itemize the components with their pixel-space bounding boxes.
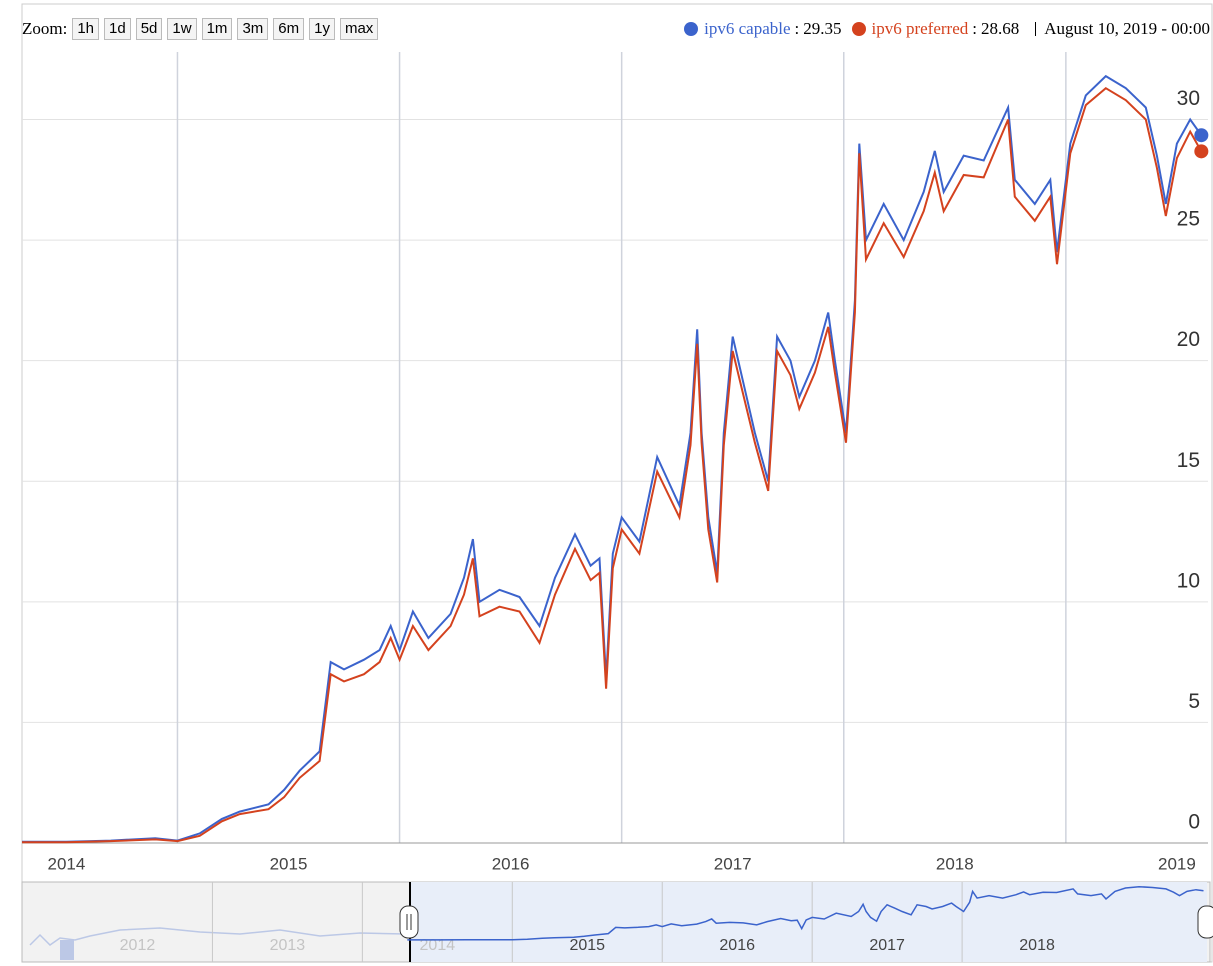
zoom-button[interactable]: max xyxy=(339,18,379,40)
navigator-label: 2018 xyxy=(1019,937,1055,954)
series-line xyxy=(22,74,1203,843)
navigator-label: 2016 xyxy=(719,937,755,954)
navigator-handle[interactable] xyxy=(1197,905,1213,939)
navigator-line xyxy=(407,885,1204,941)
y-tick-label: 10 xyxy=(1177,569,1200,592)
zoom-button[interactable]: 1w xyxy=(167,18,197,40)
current-date: August 10, 2019 - 00:00 xyxy=(1044,19,1210,38)
x-tick-label: 2017 xyxy=(714,854,752,873)
legend-value: 29.35 xyxy=(803,19,842,38)
legend-separator: : xyxy=(972,19,977,38)
zoom-button[interactable]: 1y xyxy=(309,18,335,40)
zoom-button[interactable]: 6m xyxy=(273,18,305,40)
legend-value: 28.68 xyxy=(981,19,1020,38)
navigator-label: 2014 xyxy=(420,937,456,954)
zoom-button[interactable]: 1m xyxy=(201,18,233,40)
y-tick-label: 15 xyxy=(1177,449,1200,472)
x-tick-label: 2015 xyxy=(270,854,308,873)
y-tick-label: 20 xyxy=(1177,328,1200,351)
legend-name: ipv6 capable xyxy=(704,19,791,38)
toolbar: Zoom: 1h 1d 5d 1w 1m 3m 6m 1y max ipv6 capable:2… xyxy=(22,16,1210,42)
x-tick-label: 2016 xyxy=(492,854,530,873)
navigator-label: 2015 xyxy=(569,937,605,954)
current-point xyxy=(1194,128,1209,143)
zoom-label: Zoom: xyxy=(22,19,68,38)
y-tick-label: 25 xyxy=(1177,208,1200,231)
navigator-history xyxy=(60,940,74,960)
x-tick-label: 2014 xyxy=(48,854,86,873)
legend-name: ipv6 preferred xyxy=(871,19,969,38)
legend-marker xyxy=(684,22,699,36)
legend-separator: : xyxy=(794,19,800,38)
zoom-button[interactable]: 5d xyxy=(135,18,163,40)
y-tick-label: 30 xyxy=(1177,87,1200,110)
x-tick-label: 2019 xyxy=(1158,854,1196,873)
zoom-button[interactable]: 3m xyxy=(237,18,269,40)
x-tick-label: 2018 xyxy=(936,854,974,873)
y-tick-label: 0 xyxy=(1188,811,1200,834)
zoom-controls: Zoom: 1h 1d 5d 1w 1m 3m 6m 1y max xyxy=(22,18,379,40)
legend: ipv6 capable:29.35 ipv6 preferred:28.68 Au… xyxy=(684,19,1210,39)
navigator-label: 2017 xyxy=(869,937,905,954)
legend-marker xyxy=(851,22,866,36)
navigator-handle[interactable] xyxy=(399,905,419,939)
current-point xyxy=(1194,144,1209,159)
navigator-label: 2013 xyxy=(270,937,306,954)
frame xyxy=(21,3,1213,963)
zoom-button[interactable]: 1d xyxy=(104,18,131,40)
navigator-label: 2012 xyxy=(120,937,156,954)
navigator-selection xyxy=(410,882,1207,962)
zoom-button[interactable]: 1h xyxy=(72,18,100,40)
navigator-history xyxy=(29,927,406,946)
series-line xyxy=(22,86,1203,844)
y-tick-label: 5 xyxy=(1188,690,1200,713)
separator xyxy=(1035,22,1037,36)
